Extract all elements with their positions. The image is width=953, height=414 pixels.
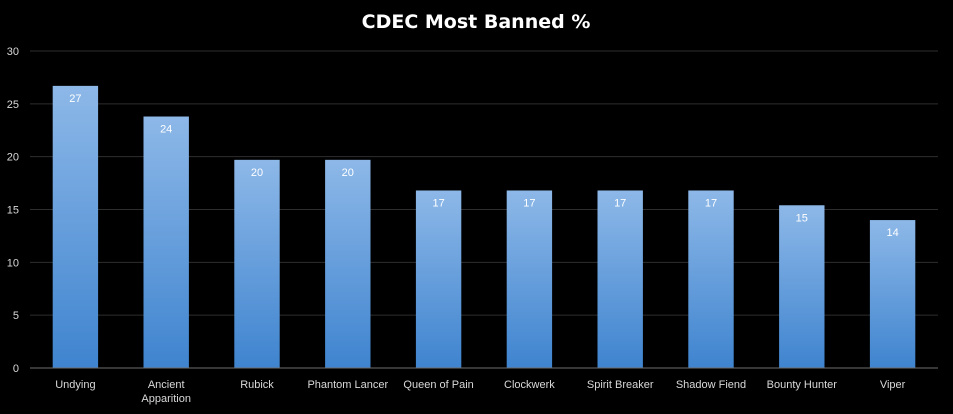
bar bbox=[415, 190, 462, 368]
x-tick-label-line: Apparition bbox=[141, 393, 191, 405]
x-tick-label: Phantom Lancer bbox=[307, 379, 388, 391]
y-tick-label: 10 bbox=[7, 257, 19, 269]
x-tick-label: Undying bbox=[55, 379, 95, 391]
y-axis-ticks: 0 5 10 15 20 25 30 bbox=[7, 46, 19, 375]
data-label: 15 bbox=[796, 212, 808, 224]
y-tick-label: 20 bbox=[7, 152, 19, 164]
x-tick-label: Queen of Pain bbox=[403, 379, 473, 391]
y-tick-label: 25 bbox=[7, 99, 19, 111]
bar bbox=[52, 85, 99, 369]
x-tick-label: Shadow Fiend bbox=[676, 379, 746, 391]
x-tick-label-line: Shadow Fiend bbox=[676, 379, 746, 391]
chart-title: CDEC Most Banned % bbox=[362, 11, 591, 33]
x-tick-label: Ancient Apparition bbox=[141, 379, 191, 405]
bar bbox=[597, 190, 643, 368]
data-label: 27 bbox=[69, 93, 81, 105]
x-tick-label-line: Queen of Pain bbox=[403, 379, 473, 391]
x-tick-label: Rubick bbox=[240, 379, 274, 391]
bars bbox=[52, 85, 916, 369]
y-tick-label: 30 bbox=[7, 46, 19, 58]
x-tick-label-line: Ancient bbox=[148, 379, 185, 391]
y-tick-label: 15 bbox=[7, 205, 19, 217]
x-tick-label-line: Clockwerk bbox=[504, 379, 555, 391]
x-tick-label: Spirit Breaker bbox=[587, 379, 654, 391]
y-tick-label: 5 bbox=[13, 310, 19, 322]
x-tick-label-line: Spirit Breaker bbox=[587, 379, 654, 391]
bar bbox=[688, 190, 734, 368]
bar bbox=[779, 205, 825, 368]
data-label: 14 bbox=[886, 227, 898, 239]
x-tick-label-line: Bounty Hunter bbox=[767, 379, 838, 391]
x-tick-label: Clockwerk bbox=[504, 379, 555, 391]
data-label: 17 bbox=[614, 197, 626, 209]
bar bbox=[869, 220, 916, 368]
x-tick-label-line: Undying bbox=[55, 379, 95, 391]
bar bbox=[143, 116, 189, 368]
x-tick-label-line: Phantom Lancer bbox=[307, 379, 388, 391]
x-axis-ticks: Undying Ancient Apparition Rubick Phantom La… bbox=[55, 379, 905, 405]
data-label: 17 bbox=[432, 197, 444, 209]
data-label: 17 bbox=[523, 197, 535, 209]
bar bbox=[325, 159, 371, 368]
data-labels: 27 24 20 20 17 17 17 17 15 14 bbox=[69, 93, 898, 239]
bar bbox=[234, 159, 280, 368]
bar bbox=[506, 190, 553, 368]
x-tick-label: Bounty Hunter bbox=[767, 379, 838, 391]
data-label: 20 bbox=[251, 167, 263, 179]
data-label: 20 bbox=[342, 167, 354, 179]
data-label: 17 bbox=[705, 197, 717, 209]
data-label: 24 bbox=[160, 124, 172, 136]
y-tick-label: 0 bbox=[13, 363, 19, 375]
x-tick-label: Viper bbox=[880, 379, 906, 391]
x-tick-label-line: Viper bbox=[880, 379, 906, 391]
x-tick-label-line: Rubick bbox=[240, 379, 274, 391]
